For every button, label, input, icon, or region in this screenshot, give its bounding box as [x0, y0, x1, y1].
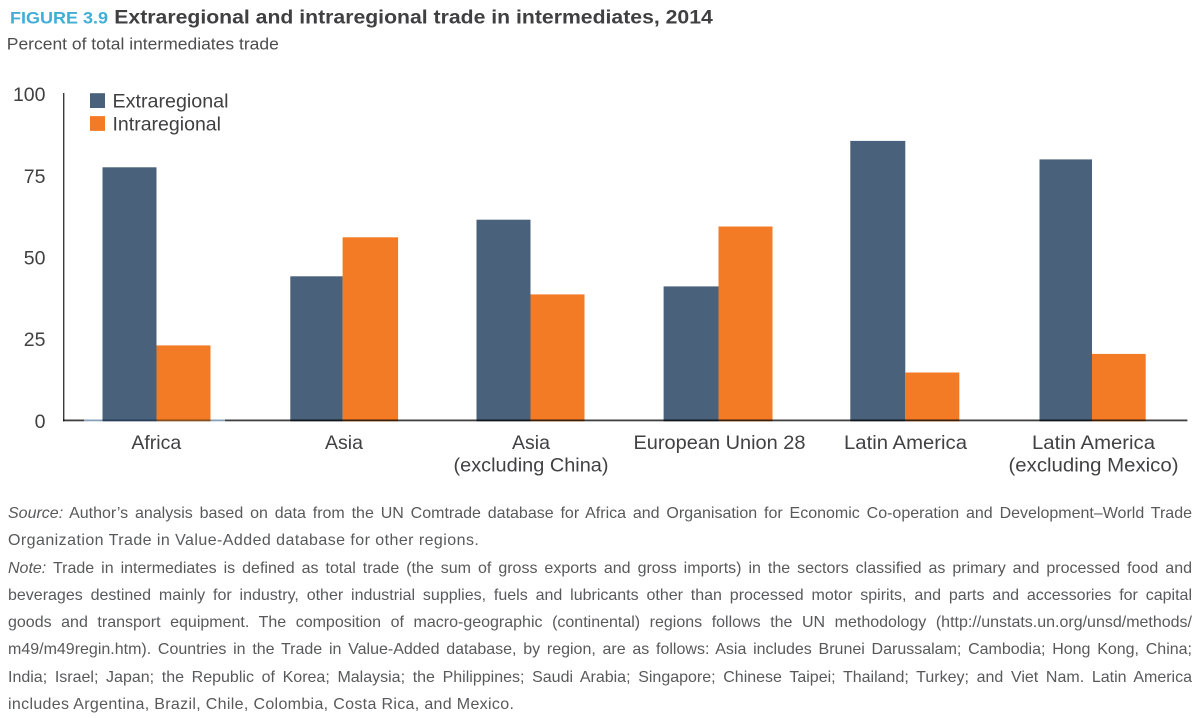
svg-text:75: 75 [24, 166, 46, 188]
svg-text:0: 0 [35, 411, 46, 433]
svg-text:Latin America: Latin America [1032, 432, 1155, 454]
svg-text:100: 100 [13, 84, 46, 106]
svg-text:Asia: Asia [325, 432, 363, 454]
svg-text:Intraregional: Intraregional [113, 114, 222, 136]
svg-text:Africa: Africa [131, 432, 181, 454]
svg-text:(excluding China): (excluding China) [454, 455, 609, 477]
svg-text:Latin America: Latin America [844, 432, 967, 454]
svg-text:(excluding Mexico): (excluding Mexico) [1009, 455, 1179, 477]
svg-text:Asia: Asia [512, 432, 550, 454]
svg-text:Percent of total intermediates: Percent of total intermediates trade [7, 35, 279, 54]
svg-text:50: 50 [24, 248, 46, 270]
svg-text:Extraregional: Extraregional [113, 91, 229, 113]
svg-text:25: 25 [24, 329, 46, 351]
svg-text:European Union 28: European Union 28 [634, 432, 806, 454]
